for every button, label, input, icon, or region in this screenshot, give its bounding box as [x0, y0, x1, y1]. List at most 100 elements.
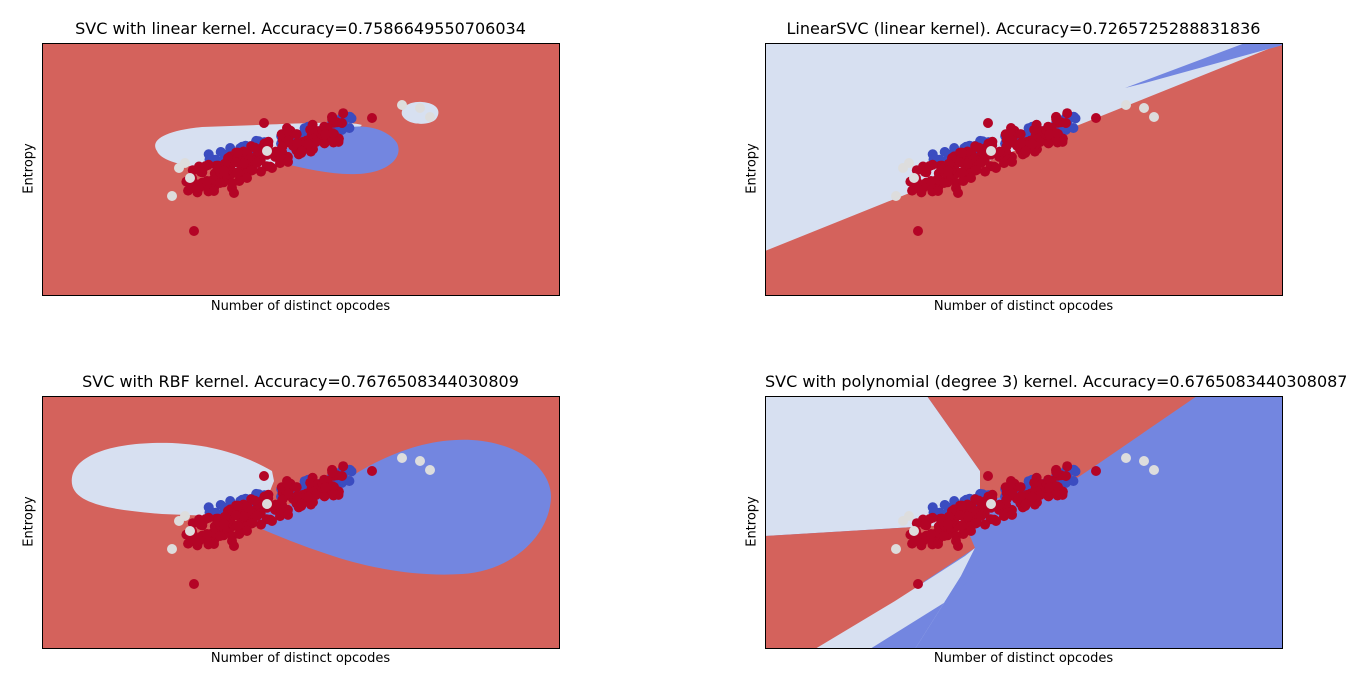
scatter-point	[195, 166, 206, 177]
scatter-point	[919, 166, 930, 177]
scatter-point	[1139, 103, 1149, 113]
scatter-point	[327, 467, 338, 478]
scatter-point	[986, 499, 996, 509]
chart-3-title: SVC with RBF kernel. Accuracy=0.76765083…	[82, 372, 519, 391]
scatter-point	[1068, 476, 1079, 486]
chart-2-title: LinearSVC (linear kernel). Accuracy=0.72…	[786, 19, 1261, 38]
scatter-point	[256, 166, 266, 177]
scatter-point	[1051, 114, 1062, 125]
scatter-point	[229, 541, 239, 551]
scatter-point	[185, 173, 195, 183]
scatter-point	[1061, 118, 1071, 128]
chart-1-xlabel: Number of distinct opcodes	[210, 299, 391, 314]
scatter-point	[167, 191, 177, 201]
scatter-point	[973, 495, 984, 506]
scatter-point	[939, 178, 949, 188]
scatter-point	[303, 492, 314, 503]
scatter-point	[215, 531, 225, 541]
chart-4-plot	[765, 396, 1283, 649]
scatter-point	[232, 167, 243, 178]
scatter-point	[939, 147, 950, 157]
scatter-point	[242, 526, 252, 536]
chart-3-points	[167, 453, 435, 589]
scatter-point	[1061, 471, 1071, 481]
scatter-point	[1035, 490, 1046, 500]
region-blue-bottom	[870, 548, 980, 649]
scatter-point	[913, 579, 923, 589]
scatter-point	[305, 477, 316, 488]
region-red-left-wedge	[765, 524, 975, 649]
scatter-point	[303, 139, 314, 150]
scatter-point	[991, 163, 1001, 173]
scatter-point	[282, 476, 292, 486]
scatter-point	[983, 471, 993, 481]
chart-2-points	[891, 100, 1159, 236]
scatter-point	[232, 520, 243, 531]
scatter-point	[291, 482, 302, 493]
scatter-point	[292, 138, 302, 148]
scatter-point	[1121, 100, 1131, 110]
scatter-point	[233, 147, 243, 158]
scatter-point	[311, 490, 322, 500]
scatter-point	[183, 185, 194, 196]
scatter-point	[327, 128, 338, 139]
scatter-point	[962, 158, 973, 169]
scatter-point	[425, 112, 435, 122]
scatter-point	[259, 471, 269, 481]
region-blue-band	[1125, 43, 1283, 88]
scatter-point	[957, 147, 967, 158]
scatter-point	[338, 461, 349, 472]
scatter-point	[1027, 139, 1038, 150]
scatter-point	[953, 188, 963, 198]
scatter-point	[311, 137, 322, 147]
scatter-point	[1149, 112, 1159, 122]
region-light-bottom	[815, 548, 975, 649]
scatter-point	[980, 519, 990, 530]
scatter-point	[956, 520, 967, 531]
scatter-point	[933, 539, 943, 549]
scatter-point	[337, 471, 347, 481]
scatter-point	[1007, 156, 1017, 167]
scatter-point	[219, 519, 229, 529]
scatter-point	[909, 526, 919, 536]
scatter-point	[367, 113, 377, 123]
scatter-point	[1020, 499, 1031, 509]
chart-1-ylabel: Entropy	[21, 143, 37, 194]
scatter-point	[215, 147, 226, 157]
scatter-point	[954, 157, 965, 168]
region-blue-blob	[267, 126, 399, 175]
scatter-point	[954, 510, 965, 521]
scatter-point	[953, 541, 963, 551]
scatter-point	[904, 511, 914, 521]
scatter-point	[337, 118, 347, 128]
chart-2-regions	[765, 43, 1283, 296]
scatter-point	[971, 518, 982, 529]
scatter-point	[933, 186, 943, 196]
scatter-point	[247, 165, 258, 176]
chart-1-frame	[42, 43, 560, 296]
chart-1-regions	[42, 43, 560, 296]
scatter-point	[939, 500, 950, 510]
scatter-point	[976, 511, 986, 521]
scatter-point	[943, 166, 953, 176]
chart-4-points	[891, 453, 1159, 589]
scatter-point	[259, 118, 269, 128]
scatter-point	[415, 456, 425, 466]
scatter-point	[1044, 482, 1055, 493]
scatter-point	[319, 138, 330, 149]
scatter-point	[344, 123, 355, 133]
scatter-point	[971, 165, 982, 176]
scatter-point	[1068, 123, 1079, 133]
scatter-point	[1062, 461, 1073, 472]
chart-3-frame	[42, 396, 560, 649]
chart-3-regions	[42, 396, 560, 649]
scatter-point	[189, 226, 199, 236]
scatter-point	[913, 226, 923, 236]
scatter-point	[180, 511, 190, 521]
scatter-point	[282, 123, 292, 133]
scatter-point	[319, 491, 330, 502]
scatter-point	[296, 499, 307, 509]
scatter-point	[296, 146, 307, 156]
scatter-point	[907, 185, 918, 196]
scatter-point	[233, 500, 243, 511]
